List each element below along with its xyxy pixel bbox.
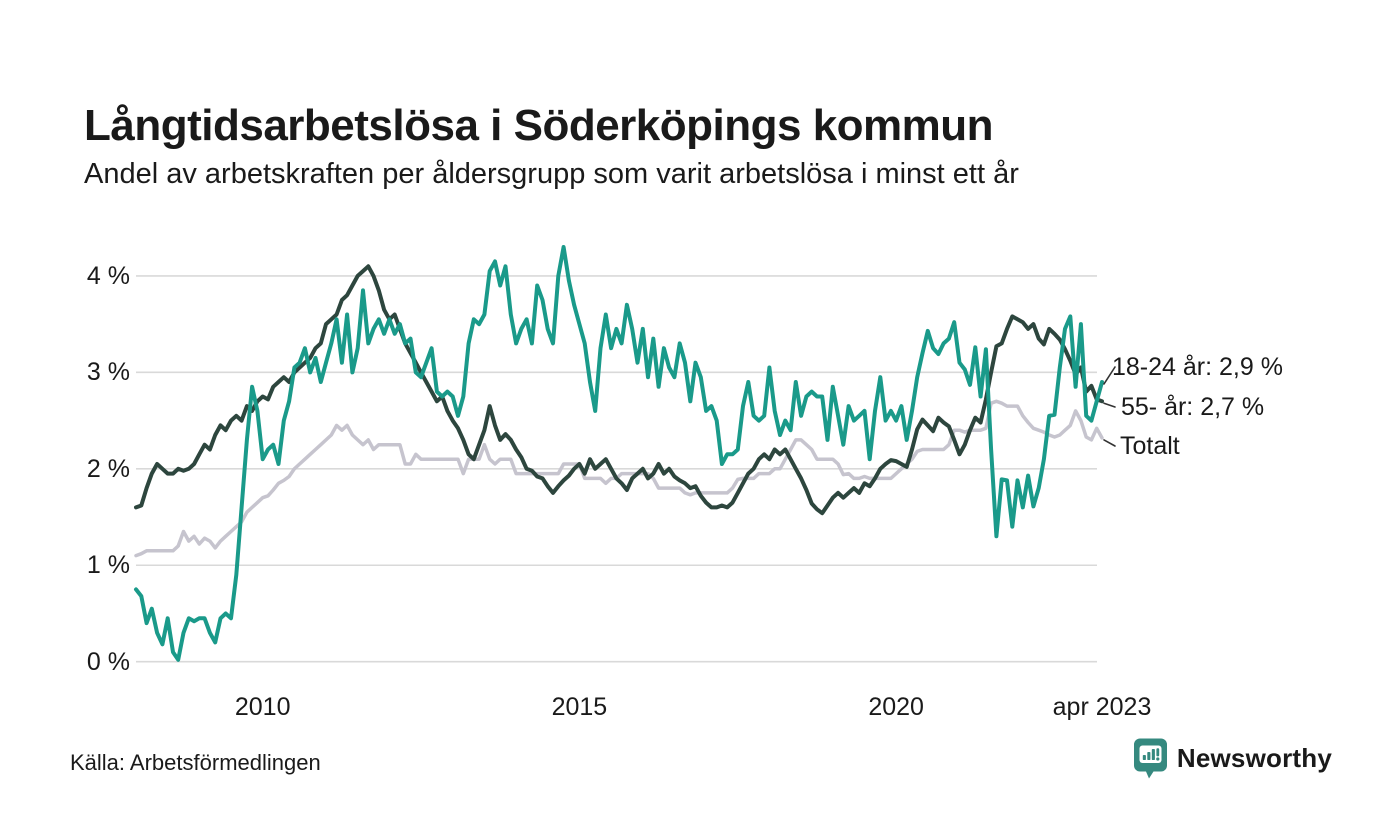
- series-line-Totalt: [134, 399, 1104, 558]
- series-end-label-55-plus: 55- år: 2,7 %: [1121, 393, 1265, 421]
- series-end-label-18-24: 18-24 år: 2,9 %: [1112, 353, 1283, 381]
- label-connector-Totalt: [1103, 439, 1116, 447]
- newsworthy-icon: [1133, 738, 1167, 779]
- x-axis-tick-label: apr 2023: [1052, 693, 1152, 721]
- y-axis-tick-label: 0 %: [86, 647, 130, 676]
- y-axis-tick-label: 3 %: [86, 358, 130, 387]
- series-line-18-24-år: [134, 245, 1104, 662]
- series-line-55--år: [134, 264, 1104, 516]
- series-end-label-total: Totalt: [1120, 432, 1180, 460]
- brand-name: Newsworthy: [1176, 743, 1332, 773]
- label-connector-55--år: [1103, 402, 1116, 408]
- y-axis-tick-label: 2 %: [86, 454, 130, 483]
- x-axis-tick-label: 2020: [868, 693, 924, 721]
- page-subtitle: Andel av arbetskraften per åldersgrupp s…: [84, 158, 1019, 190]
- brand-logo: Newsworthy: [1133, 738, 1332, 779]
- x-axis-tick-label: 2015: [551, 693, 608, 721]
- source-note: Källa: Arbetsförmedlingen: [70, 750, 321, 775]
- page-title: Långtidsarbetslösa i Söderköpings kommun: [84, 101, 994, 151]
- label-connector-18-24-år: [1103, 366, 1116, 385]
- x-axis-tick-label: 2010: [234, 693, 291, 721]
- y-axis-tick-label: 1 %: [86, 551, 130, 580]
- y-axis-tick-label: 4 %: [86, 261, 130, 290]
